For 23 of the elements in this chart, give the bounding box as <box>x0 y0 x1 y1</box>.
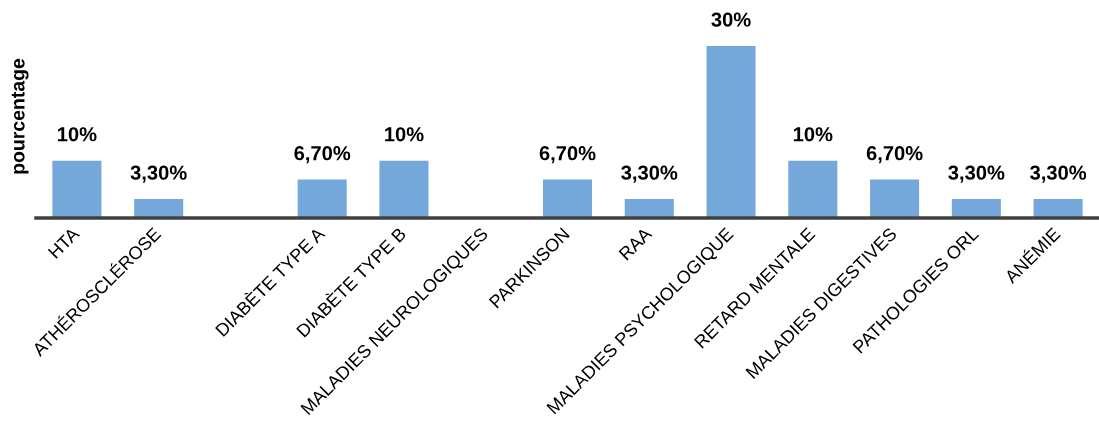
bar <box>542 179 593 218</box>
bar <box>706 46 756 218</box>
data-label: 10% <box>58 127 97 142</box>
bar <box>134 199 184 218</box>
bar <box>52 160 102 218</box>
bar <box>379 160 429 218</box>
bar <box>951 199 1001 218</box>
y-axis-title: pourcentage <box>11 58 29 174</box>
bar <box>297 179 347 218</box>
data-label: 3,30% <box>1030 165 1087 183</box>
data-label: 3,30% <box>130 165 187 183</box>
bar <box>624 199 674 218</box>
data-label: 6,70% <box>294 146 351 164</box>
bar <box>788 160 838 218</box>
bar <box>870 179 920 218</box>
data-label: 30% <box>711 12 751 27</box>
data-label: 10% <box>385 127 424 142</box>
bar <box>1033 199 1083 218</box>
data-label: 3,30% <box>948 165 1005 183</box>
data-label: 3,30% <box>621 165 678 183</box>
data-label: 6,70% <box>866 146 923 164</box>
data-label: 10% <box>793 127 833 142</box>
data-label: 6,70% <box>539 146 596 164</box>
